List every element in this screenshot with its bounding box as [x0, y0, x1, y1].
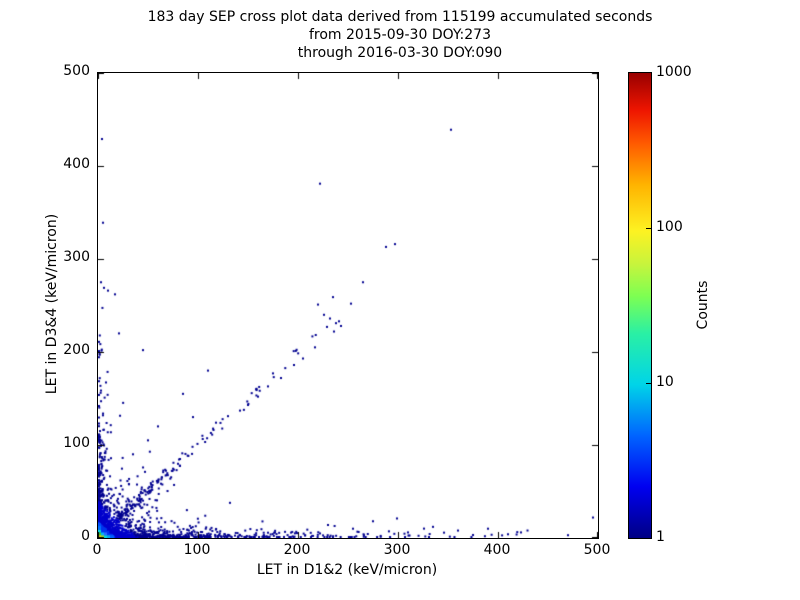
y-tick-label: 200	[63, 342, 90, 358]
y-tick-label: 500	[63, 63, 90, 79]
colorbar-tick-label: 10	[656, 374, 674, 390]
colorbar-tick	[646, 228, 651, 229]
y-tick-label: 300	[63, 249, 90, 265]
chart-title-line3: through 2016-03-30 DOY:090	[297, 45, 503, 61]
x-tick-label: 300	[383, 542, 411, 558]
colorbar-tick	[646, 383, 651, 384]
y-tick-label: 0	[81, 528, 90, 544]
chart-title-line1: 183 day SEP cross plot data derived from…	[147, 9, 653, 25]
y-tick-label: 100	[63, 435, 90, 451]
colorbar-label: Counts	[695, 280, 711, 330]
x-tick-label: 400	[483, 542, 511, 558]
x-tick-label: 100	[183, 542, 211, 558]
x-tick-label: 200	[283, 542, 311, 558]
x-tick-label: 500	[583, 542, 611, 558]
colorbar-tick-label: 100	[656, 219, 683, 235]
scatter-canvas	[98, 73, 598, 538]
y-tick-label: 400	[63, 156, 90, 172]
chart-title: 183 day SEP cross plot data derived from…	[0, 8, 800, 62]
x-axis-label: LET in D1&2 (keV/micron)	[256, 562, 438, 578]
y-axis-label: LET in D3&4 (keV/micron)	[44, 213, 60, 395]
plot-area	[97, 72, 599, 539]
chart-title-line2: from 2015-09-30 DOY:273	[308, 27, 491, 43]
colorbar-tick-label: 1000	[656, 64, 692, 80]
colorbar	[628, 72, 652, 539]
colorbar-tick-label: 1	[656, 529, 665, 545]
x-tick-label: 0	[92, 542, 102, 558]
